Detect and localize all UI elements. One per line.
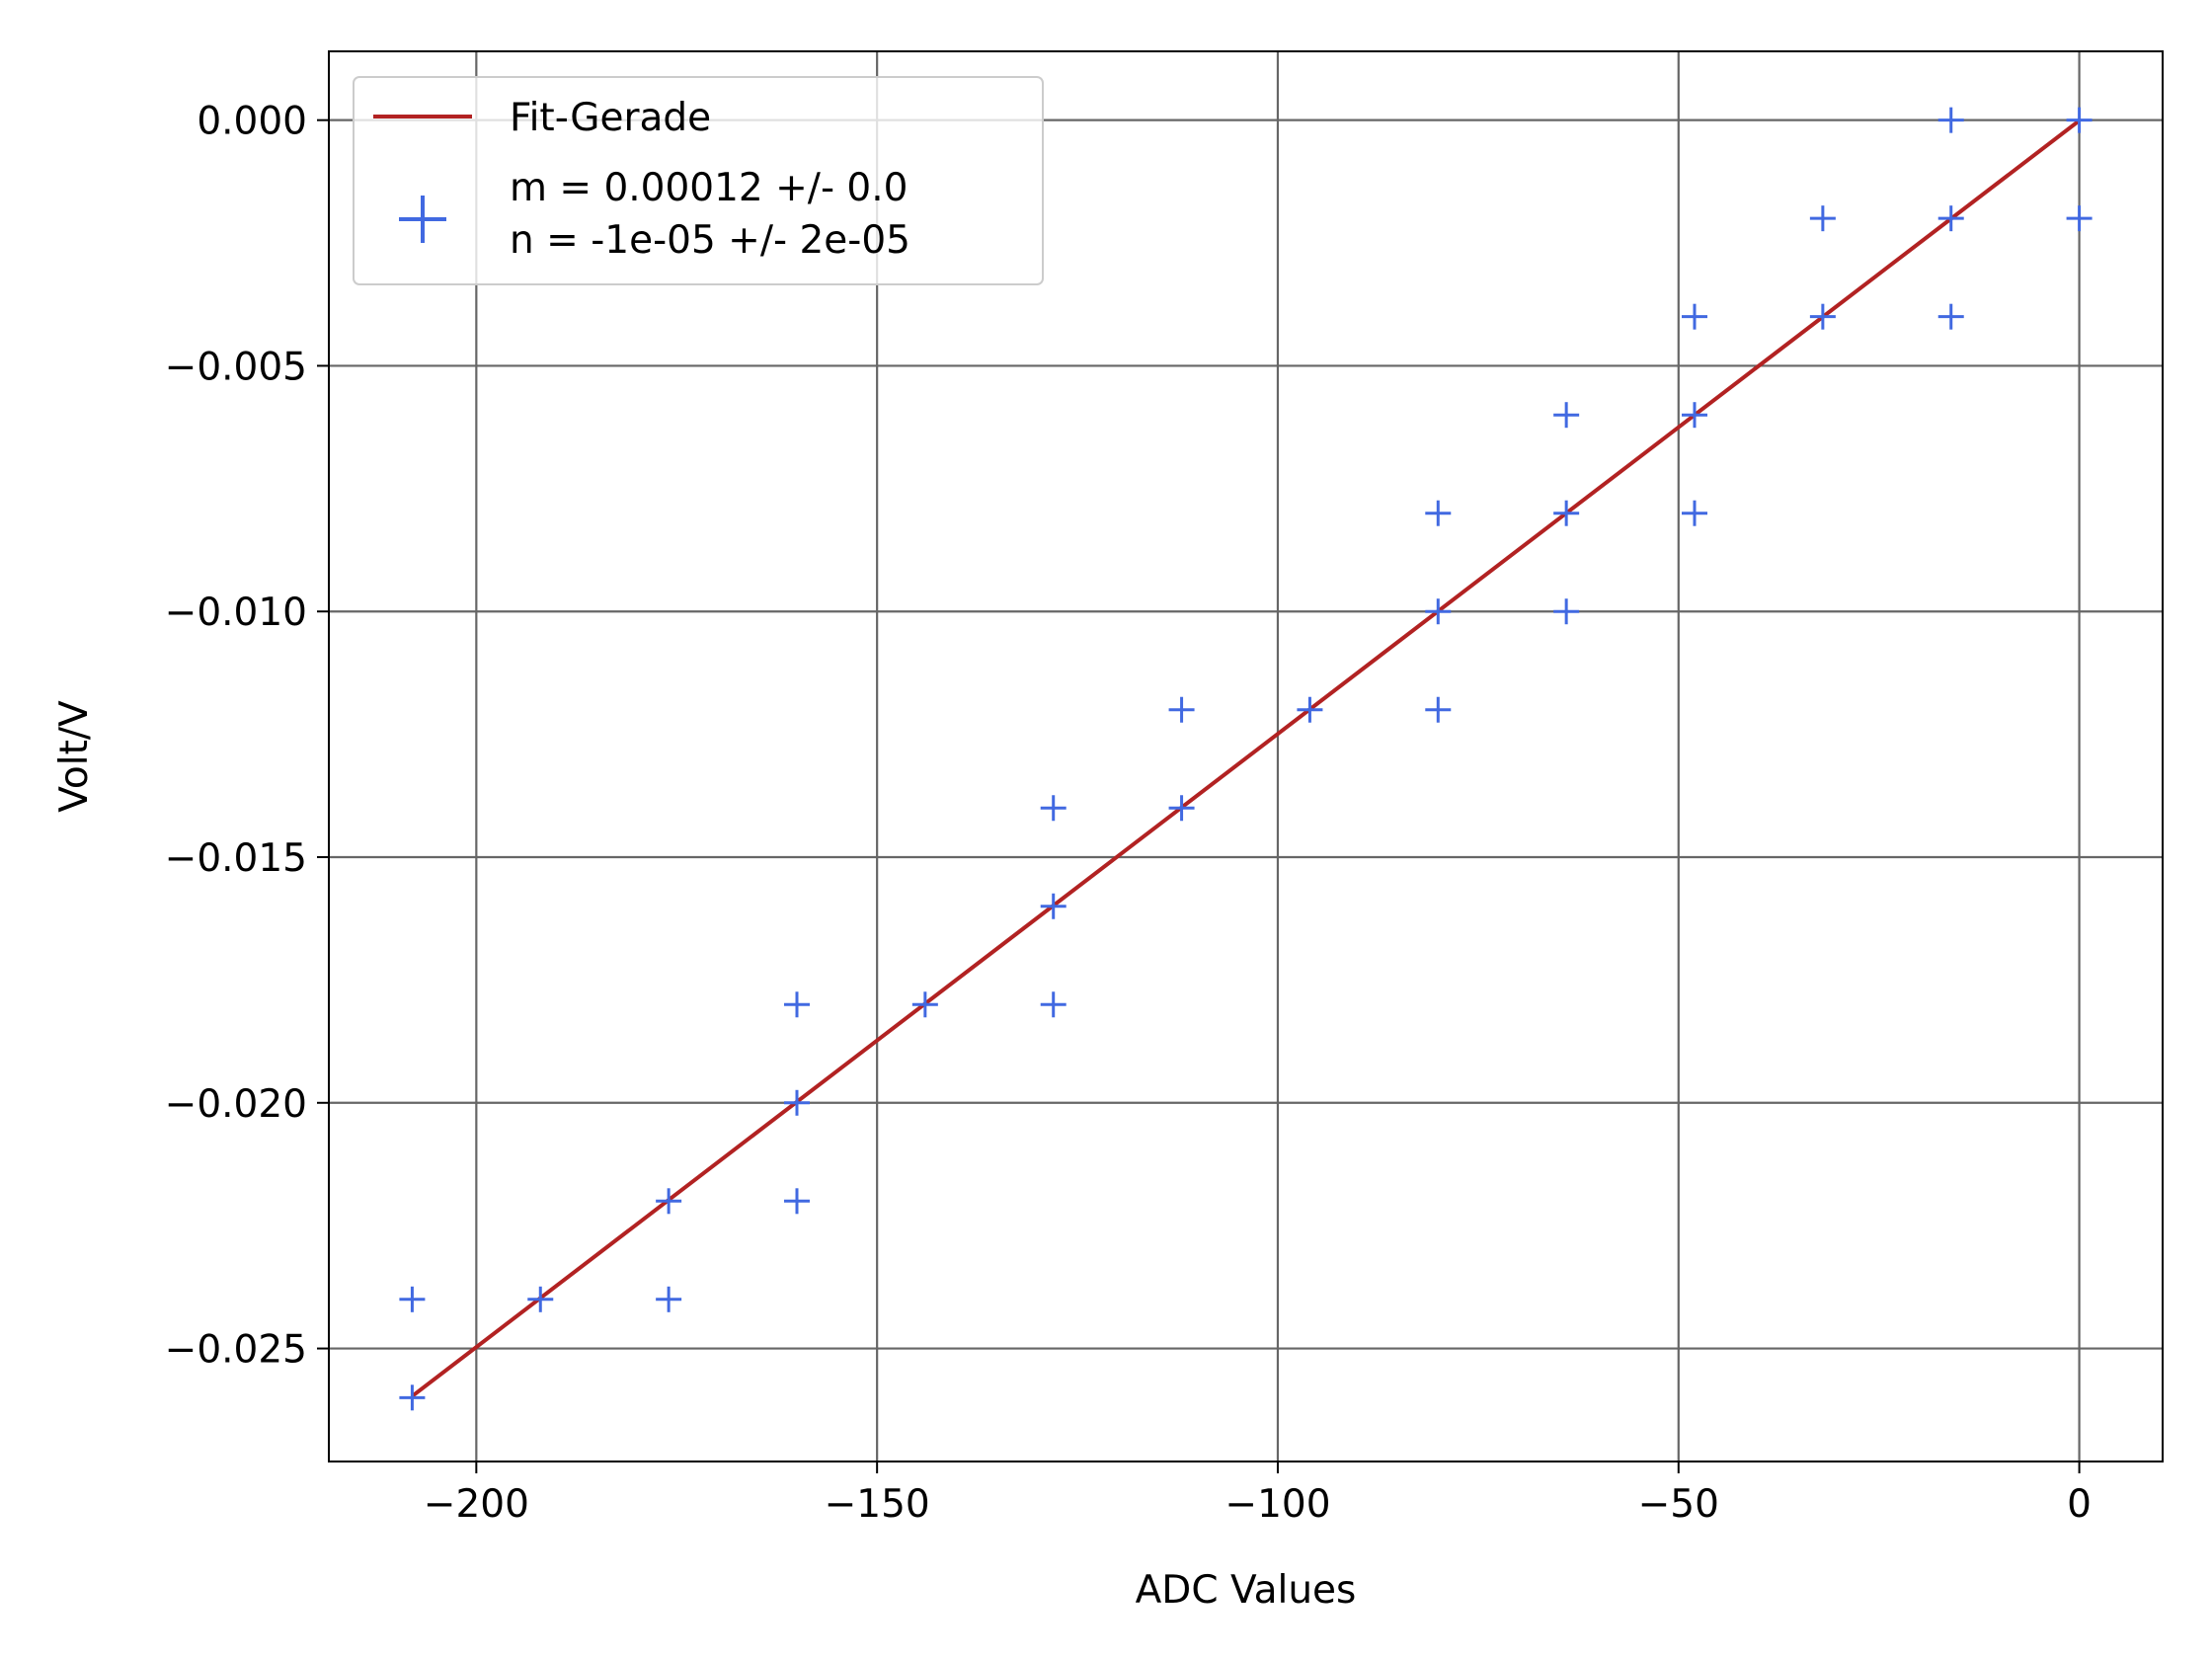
scatter-point	[1553, 402, 1580, 429]
scatter-point	[1040, 795, 1066, 822]
y-tick-label: −0.010	[165, 591, 307, 635]
scatter-point	[911, 991, 938, 1018]
y-tick-label: −0.005	[165, 345, 307, 389]
scatter-point	[399, 1384, 426, 1411]
y-axis-ticks: 0.000 −0.005 −0.010 −0.015 −0.020 −0.025	[165, 100, 329, 1373]
y-axis-label: Volt/V	[52, 700, 97, 813]
scatter-point	[1809, 303, 1836, 330]
x-axis-ticks: −200 −150 −100 −50 0	[424, 1462, 2092, 1527]
scatter-point	[527, 1286, 554, 1312]
x-tick-label: −100	[1224, 1482, 1330, 1527]
scatter-point	[1553, 598, 1580, 625]
scatter-point	[783, 991, 810, 1018]
scatter-point	[1553, 500, 1580, 526]
x-tick-label: −150	[825, 1482, 930, 1527]
scatter-point	[2066, 107, 2093, 133]
x-tick-label: −200	[424, 1482, 529, 1527]
x-tick-label: 0	[2067, 1482, 2092, 1527]
y-tick-label: 0.000	[197, 100, 307, 144]
plot-frame	[328, 50, 2164, 1462]
scatter-point	[2066, 205, 2093, 232]
scatter-point	[1168, 795, 1195, 822]
scatter-point	[1040, 991, 1066, 1018]
scatter-point	[1040, 893, 1066, 919]
scatter-point	[1168, 696, 1195, 723]
scatter-point	[1809, 205, 1836, 232]
scatter-point	[1425, 598, 1452, 625]
scatter-point	[1682, 402, 1708, 429]
scatter-point	[399, 1286, 426, 1312]
y-tick-label: −0.025	[165, 1328, 307, 1373]
scatter-point	[1682, 303, 1708, 330]
legend: Fit-Gerade m = 0.00012 +/- 0.0 n = -1e-0…	[353, 76, 1044, 285]
x-tick-label: −50	[1638, 1482, 1719, 1527]
fit-line-layer	[411, 118, 2081, 1398]
scatter-point	[783, 1089, 810, 1116]
legend-fit-line-label: Fit-Gerade	[510, 96, 711, 140]
legend-box	[353, 76, 1044, 285]
scatter-point	[1425, 500, 1452, 526]
scatter-point	[1937, 303, 1964, 330]
scatter-point	[656, 1286, 682, 1312]
legend-plus-marker-swatch	[399, 196, 446, 243]
fit-line	[411, 118, 2081, 1398]
y-tick-label: −0.015	[165, 836, 307, 881]
legend-slope-label: m = 0.00012 +/- 0.0	[510, 166, 908, 210]
x-axis-label: ADC Values	[1136, 1568, 1357, 1613]
y-tick-label: −0.020	[165, 1082, 307, 1127]
scatter-point	[1937, 107, 1964, 133]
scatter-point	[1425, 696, 1452, 723]
scatter-point	[783, 1188, 810, 1215]
scatter-point	[1297, 696, 1323, 723]
legend-intercept-label: n = -1e-05 +/- 2e-05	[510, 218, 910, 263]
scatter-points	[399, 107, 2093, 1411]
scatter-point	[656, 1188, 682, 1215]
scatter-point	[1682, 500, 1708, 526]
scatter-point	[1937, 205, 1964, 232]
